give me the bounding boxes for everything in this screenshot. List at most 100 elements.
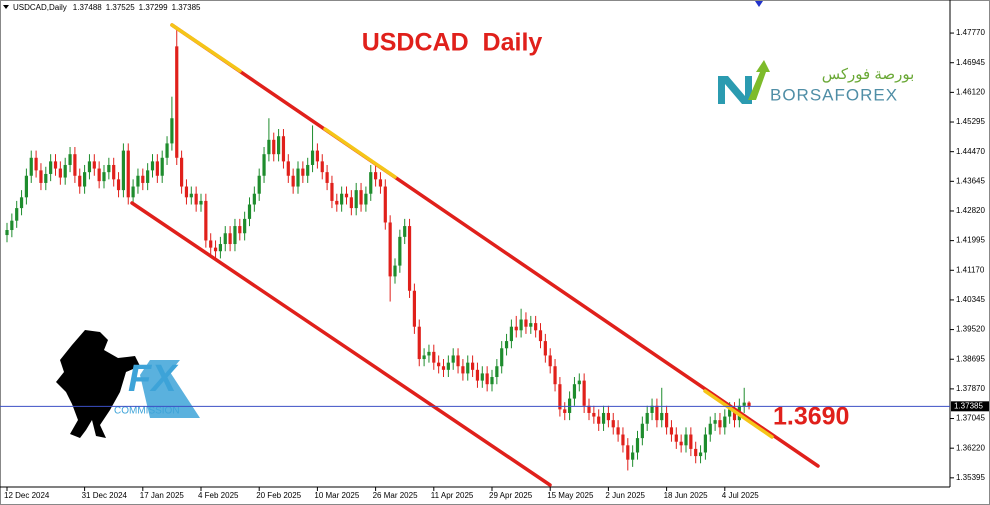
candle-body [655,405,659,421]
candle-body [150,161,155,171]
candle-body [432,351,436,363]
candle-body [131,186,135,198]
candle-body [519,319,523,331]
candle-body [407,226,412,291]
candle-body [543,341,547,356]
candle-body [121,150,125,191]
candle-body [223,233,227,245]
candle-body [34,157,38,171]
candle-body [320,161,324,173]
candle-body [335,200,339,205]
candle-body [412,290,416,327]
candle-body [398,236,402,266]
candle-body [310,150,315,165]
candle-body [53,161,58,169]
candle-body [83,172,87,187]
y-tick-label: 1.46120 [956,87,985,96]
candle-body [262,154,266,176]
lower-trendline [130,201,552,487]
logo-arabic: بورصة فوركس [822,66,915,83]
candle-body [529,323,533,327]
candle-body [504,341,509,349]
annotation: 1.3690 [773,403,849,431]
candle-body [247,204,252,219]
candle-body [369,172,373,194]
candle-body [403,226,407,237]
candle-body [102,172,106,182]
candle-body [674,434,678,442]
candle-body [63,164,67,178]
x-tick-label: 4 Feb 2025 [198,491,239,500]
candle-body [679,441,683,446]
candle-body [233,226,237,245]
candle-body [378,179,383,187]
candle-body [592,412,596,417]
fx-commission-logo: FX COMMISSION [56,330,200,438]
candle-body [422,355,426,360]
candle-body [524,319,528,327]
candle-body [417,326,421,360]
candle-body [5,230,9,236]
candle-body [301,168,305,176]
candle-body [87,161,92,173]
candle-body [631,452,635,460]
y-tick-label: 1.37870 [956,384,985,393]
y-tick-label: 1.35395 [956,473,985,482]
candle-body [199,200,203,205]
candle-body [306,164,310,176]
candle-body [218,244,222,252]
candle-body [10,220,14,231]
candle-body [44,173,48,183]
logo-fx: FX [128,358,179,400]
y-tick-label: 1.42820 [956,206,985,215]
candle-body [112,164,116,180]
logo-shape [120,360,200,418]
plot [5,27,751,471]
candle-body [563,409,567,413]
candle-body [68,154,72,165]
candle-body [645,412,649,424]
candle-body [538,330,543,342]
candle-body [718,420,722,428]
candle-body [340,193,344,205]
candle-body [39,170,43,183]
candle-body [349,197,353,209]
header-low: 1.37299 [139,3,168,12]
candle-body [665,412,669,428]
candle-body [732,409,737,421]
y-tick-label: 1.40345 [956,295,985,304]
y-tick-label: 1.46945 [956,58,985,67]
x-tick-label: 18 Jun 2025 [664,491,709,500]
y-tick-label: 1.41170 [956,265,985,274]
logo-arrow [748,60,770,100]
candle-body [742,402,746,406]
candle-body [364,193,368,205]
candle-body [616,427,620,435]
candle-body [553,366,557,385]
y-tick-label: 1.45295 [956,117,985,126]
trendline-highlight [703,389,774,439]
candle-body [388,222,392,277]
logo-text: BORSAFOREX [770,85,898,104]
x-tick-label: 15 May 2025 [547,491,594,500]
candle-body [296,168,300,187]
candle-body [606,412,610,421]
candle-body [597,416,601,424]
candle-body [180,157,184,187]
candle-body [165,143,169,158]
candle-body [243,218,247,234]
menu-arrow[interactable] [3,5,9,9]
price-label: 1.37385 [954,401,983,410]
candle-body [267,139,271,155]
chart-title: USDCAD Daily [362,29,543,57]
candle-body [315,150,319,162]
candle-body [461,366,465,374]
header-open: 1.37488 [73,3,102,12]
candle-body [509,326,513,342]
x-tick-label: 2 Jun 2025 [605,491,645,500]
candle-body [325,172,329,183]
candle-body [621,434,625,446]
header: USDCAD,Daily 1.37488 1.37525 1.37299 1.37385 [13,3,201,12]
candle-body [286,161,290,176]
